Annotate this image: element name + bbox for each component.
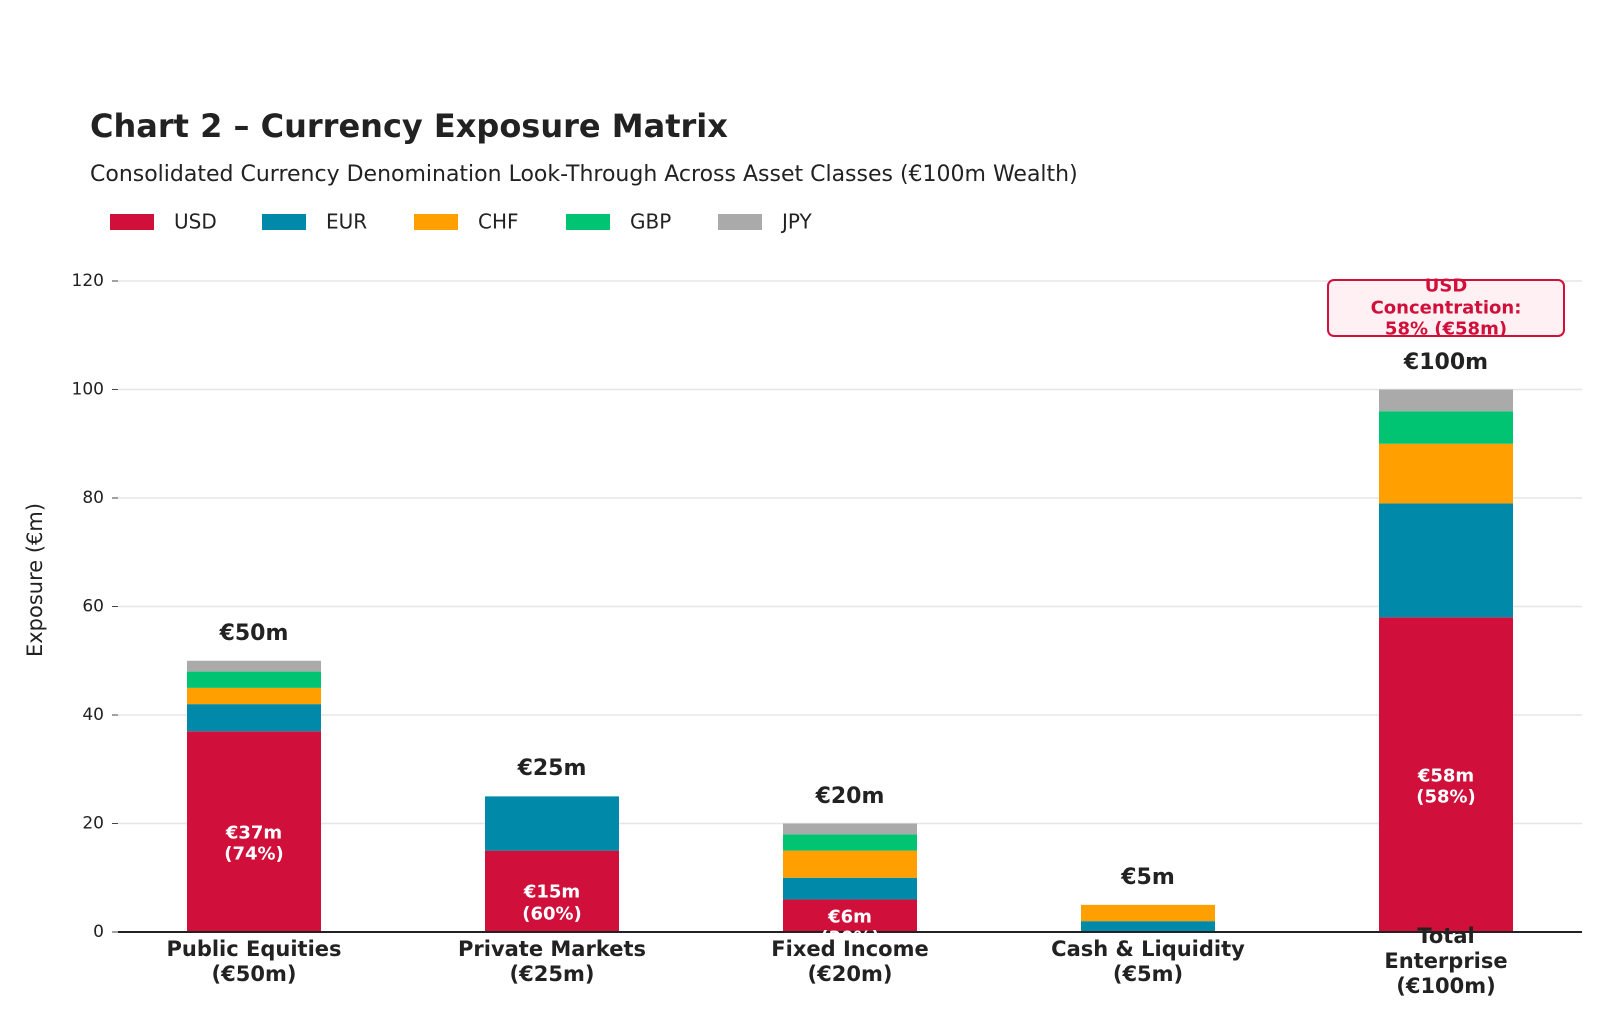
- bar-segment: [1379, 443, 1513, 504]
- legend-label: USD: [174, 210, 217, 234]
- x-tick-label: Private Markets (€25m): [457, 936, 647, 986]
- legend-label: JPY: [780, 210, 813, 234]
- legend-swatch: [414, 214, 458, 230]
- bar-segment: [1081, 904, 1215, 922]
- bar-segment: [1379, 503, 1513, 618]
- value-label: €6m (30%): [820, 906, 880, 949]
- y-tick-label: 100: [72, 380, 104, 400]
- annotation-box: [1327, 279, 1565, 337]
- y-tick-label: 60: [82, 597, 104, 617]
- total-label: €50m: [219, 620, 289, 646]
- bar-segment: [1379, 389, 1513, 412]
- chart-title: Chart 2 – Currency Exposure Matrix: [90, 107, 728, 145]
- bar-segment: [783, 834, 917, 851]
- bar-segment: [1081, 921, 1215, 932]
- bar-segment: [187, 731, 321, 932]
- legend-label: GBP: [630, 210, 671, 234]
- legend-label: EUR: [326, 210, 367, 234]
- bar-segment: [1379, 411, 1513, 444]
- bar-segment: [1379, 617, 1513, 932]
- value-label: €15m (60%): [522, 881, 582, 925]
- bar-segment: [783, 877, 917, 900]
- chart-subtitle: Consolidated Currency Denomination Look-…: [90, 162, 1078, 187]
- y-tick-label: 20: [82, 814, 104, 834]
- bar-segment: [187, 704, 321, 732]
- bar-segment: [783, 850, 917, 878]
- y-axis-label: Exposure (€m): [23, 503, 47, 657]
- total-label: €5m: [1121, 864, 1175, 890]
- bar-segment: [187, 660, 321, 672]
- y-tick-label: 40: [82, 705, 104, 725]
- bar-segment: [485, 850, 619, 932]
- x-tick-label: Cash & Liquidity (€5m): [1051, 936, 1245, 986]
- legend-label: CHF: [478, 210, 519, 234]
- y-tick-label: 0: [93, 922, 104, 942]
- total-label: €100m: [1403, 349, 1489, 375]
- x-tick-label: Total Enterprise (€100m): [1384, 924, 1508, 999]
- y-tick-label: 120: [72, 271, 104, 291]
- total-label: €25m: [517, 756, 587, 782]
- bar-segment: [485, 796, 619, 851]
- bar-segment: [187, 671, 321, 688]
- legend-swatch: [566, 214, 610, 230]
- x-tick-label: Fixed Income (€20m): [771, 936, 929, 986]
- annotation: USD Concentration: 58% (€58m): [1370, 275, 1522, 340]
- bar-segment: [783, 823, 917, 835]
- legend-swatch: [262, 214, 306, 230]
- value-label: €37m (74%): [224, 822, 284, 865]
- legend-swatch: [718, 214, 762, 230]
- value-label: €58m (58%): [1416, 765, 1476, 808]
- bar-segment: [187, 687, 321, 705]
- y-tick-label: 80: [82, 488, 104, 508]
- total-label: €20m: [815, 783, 885, 809]
- legend-swatch: [110, 214, 154, 230]
- x-tick-label: Public Equities (€50m): [166, 936, 342, 986]
- bar-segment: [783, 899, 917, 932]
